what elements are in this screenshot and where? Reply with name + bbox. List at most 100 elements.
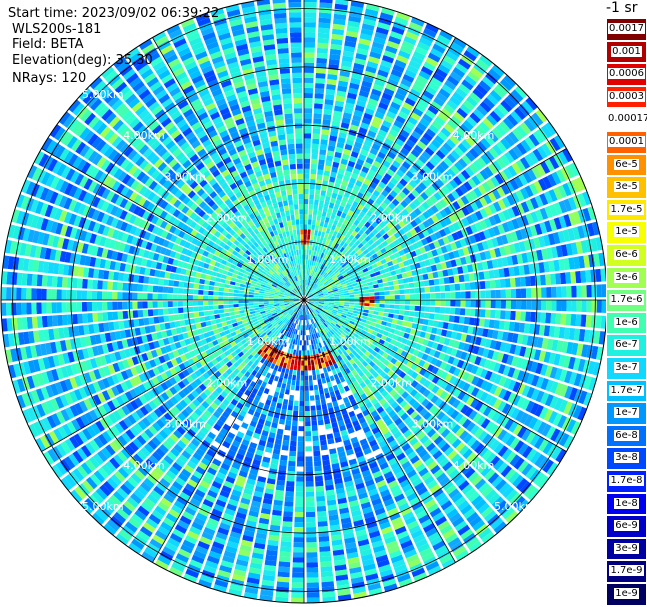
- range-bin: [330, 235, 336, 242]
- range-bin: [325, 275, 331, 280]
- range-bin: [528, 183, 539, 196]
- range-bin: [497, 211, 506, 223]
- range-bin: [308, 295, 314, 298]
- range-bin: [322, 119, 331, 126]
- range-bin: [312, 283, 317, 289]
- range-bin: [319, 195, 326, 202]
- range-bin: [424, 146, 435, 157]
- range-bin: [401, 187, 411, 196]
- range-bin: [294, 359, 298, 366]
- range-bin: [324, 232, 329, 239]
- range-bin: [332, 287, 338, 291]
- range-bin: [511, 162, 522, 175]
- range-bin: [312, 255, 316, 261]
- range-bin: [306, 521, 316, 528]
- range-bin: [318, 526, 329, 532]
- range-bin: [324, 298, 330, 300]
- range-bin: [306, 572, 319, 578]
- range-bin: [389, 290, 395, 295]
- range-bin: [392, 186, 401, 195]
- range-bin: [395, 194, 404, 203]
- range-bin: [531, 166, 542, 179]
- range-bin: [425, 266, 433, 273]
- range-bin: [500, 183, 510, 195]
- range-bin: [398, 310, 405, 315]
- range-bin: [411, 242, 419, 250]
- range-bin: [435, 263, 443, 271]
- range-bin: [448, 214, 457, 223]
- range-bin: [305, 446, 312, 452]
- range-bin: [333, 13, 347, 21]
- range-bin: [425, 300, 431, 306]
- range-bin: [428, 313, 435, 320]
- range-bin: [546, 300, 552, 311]
- range-bin: [354, 233, 361, 240]
- range-bin: [428, 242, 436, 250]
- range-bin: [318, 383, 323, 390]
- range-bin: [362, 283, 369, 287]
- range-bin: [436, 164, 446, 174]
- range-bin: [313, 277, 317, 283]
- range-bin: [576, 176, 586, 191]
- range-bin: [276, 581, 290, 588]
- range-bin: [465, 300, 471, 308]
- range-bin: [460, 195, 470, 206]
- range-bin: [442, 236, 450, 245]
- range-bin: [364, 8, 379, 17]
- range-bin: [439, 146, 450, 156]
- range-bin: [341, 179, 349, 187]
- range-bin: [336, 173, 344, 180]
- range-bin: [311, 420, 318, 427]
- range-bin: [344, 225, 351, 232]
- range-bin: [339, 268, 345, 273]
- range-bin: [307, 224, 312, 230]
- range-bin: [378, 254, 385, 261]
- range-bin: [490, 289, 496, 299]
- range-bin: [371, 88, 382, 97]
- range-bin: [280, 408, 287, 415]
- range-bin: [396, 273, 403, 280]
- range-bin: [414, 225, 422, 234]
- range-bin: [548, 218, 558, 231]
- range-bin: [306, 291, 310, 296]
- range-bin: [364, 202, 372, 210]
- range-bin: [532, 130, 544, 144]
- range-bin: [294, 527, 304, 533]
- range-bin: [323, 293, 329, 296]
- range-bin: [378, 236, 386, 243]
- range-bin: [409, 294, 416, 300]
- range-bin: [304, 37, 316, 43]
- range-bin: [374, 323, 381, 329]
- range-bin: [515, 288, 522, 299]
- range-bin: [386, 230, 394, 237]
- range-bin: [403, 143, 413, 152]
- range-bin: [546, 247, 554, 259]
- range-bin: [372, 83, 384, 92]
- range-bin: [590, 315, 597, 328]
- range-bin: [367, 313, 374, 318]
- range-bin: [323, 272, 328, 278]
- range-bin: [553, 187, 563, 200]
- range-bin: [428, 257, 436, 265]
- range-bin: [322, 226, 327, 233]
- range-bin: [305, 290, 307, 296]
- range-bin: [372, 116, 383, 124]
- range-bin: [311, 271, 315, 277]
- range-bin: [469, 234, 477, 244]
- range-bin: [342, 236, 348, 243]
- range-bin: [449, 71, 463, 82]
- range-bin: [323, 170, 331, 177]
- range-bin: [317, 291, 323, 295]
- range-bin: [408, 134, 419, 144]
- range-bin: [410, 111, 421, 122]
- range-bin: [313, 450, 321, 457]
- range-bin: [527, 168, 537, 181]
- range-bin: [278, 392, 285, 399]
- range-bin: [377, 21, 391, 31]
- range-bin: [382, 233, 390, 240]
- range-bin: [433, 240, 441, 249]
- range-bin: [586, 300, 592, 313]
- range-bin: [361, 239, 368, 246]
- range-bin: [319, 247, 324, 253]
- range-bin: [293, 537, 304, 543]
